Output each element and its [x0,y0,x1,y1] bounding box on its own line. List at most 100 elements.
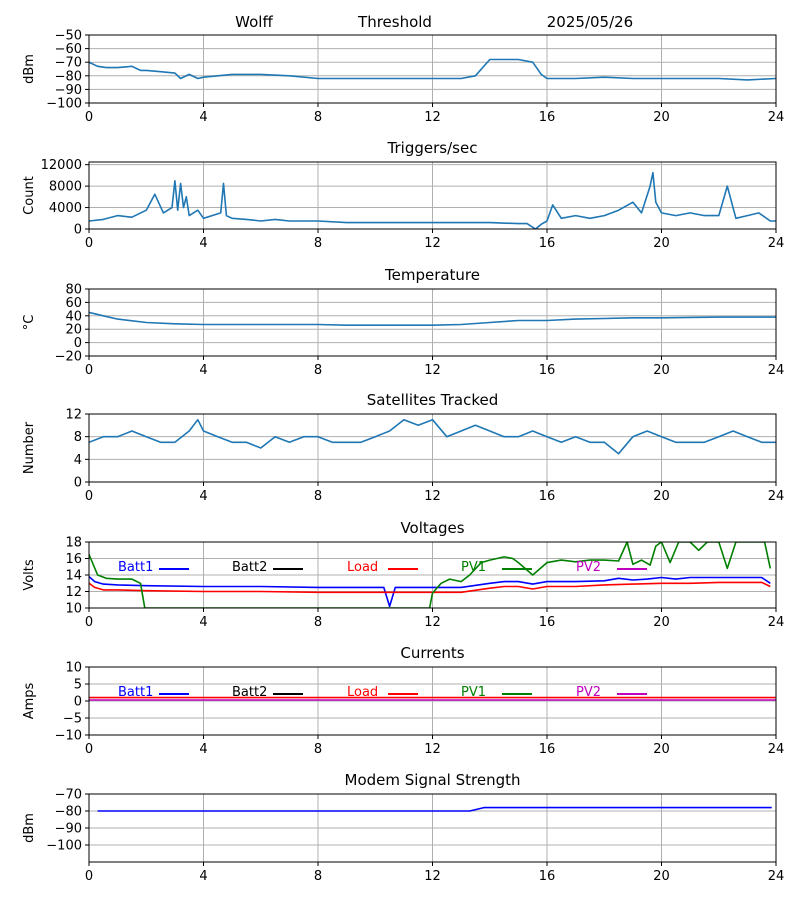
x-tick-label: 12 [424,236,441,251]
series-line-data [89,58,776,81]
y-tick-label: 16 [65,552,82,567]
header-channel: Threshold [357,13,432,31]
y-tick-label: 80 [65,283,82,298]
y-tick-label: 18 [65,536,82,551]
x-tick-label: 4 [199,236,207,251]
x-tick-label: 16 [539,615,556,630]
x-tick-label: 12 [424,869,441,884]
x-tick-label: 4 [199,869,207,884]
x-tick-label: 16 [539,489,556,504]
x-tick-label: 24 [768,869,785,884]
x-tick-label: 8 [314,236,322,251]
x-tick-label: 24 [768,236,785,251]
x-tick-label: 12 [424,363,441,378]
x-tick-label: 20 [653,615,670,630]
y-tick-label: −20 [55,350,82,365]
y-tick-label: −10 [55,729,82,744]
chart-title: Voltages [400,519,464,537]
legend-label-batt2: Batt2 [232,685,267,700]
legend-label-pv2: PV2 [576,560,601,575]
y-tick-label: 20 [65,323,82,338]
y-tick-label: 10 [65,602,82,617]
legend-label-batt1: Batt1 [118,560,153,575]
y-tick-label: 12000 [41,158,82,173]
x-tick-label: 4 [199,742,207,757]
y-tick-label: −80 [55,805,82,820]
y-tick-label: 4000 [49,201,82,216]
series-line-data [89,311,776,327]
series-line-load [89,581,771,594]
x-tick-label: 16 [539,236,556,251]
chart-title: Currents [400,644,464,662]
legend-label-pv1: PV1 [461,685,486,700]
y-axis-label: dBm [22,54,37,84]
legend-label-pv1: PV1 [461,560,486,575]
chart-title: Satellites Tracked [367,391,498,409]
x-tick-label: 0 [85,489,93,504]
x-tick-label: 24 [768,742,785,757]
legend-label-load: Load [347,560,378,575]
chart-title: Triggers/sec [387,139,478,157]
x-tick-label: 4 [199,615,207,630]
y-tick-label: 4 [74,453,82,468]
y-axis-label: °C [22,315,37,331]
x-tick-label: 4 [199,363,207,378]
y-tick-label: −60 [55,42,82,57]
y-tick-label: 0 [74,695,82,710]
y-tick-label: −100 [46,97,82,112]
y-tick-label: 14 [65,569,82,584]
y-tick-label: 8000 [49,180,82,195]
x-tick-label: 12 [424,615,441,630]
legend-label-pv2: PV2 [576,685,601,700]
y-axis-label: Amps [22,682,37,719]
legend-label-batt2: Batt2 [232,560,267,575]
x-tick-label: 0 [85,615,93,630]
x-tick-label: 24 [768,615,785,630]
chart-title: Modem Signal Strength [345,771,521,789]
x-tick-label: 8 [314,489,322,504]
header-station: Wolff [235,13,273,31]
y-tick-label: −80 [55,69,82,84]
x-tick-label: 12 [424,742,441,757]
x-tick-label: 16 [539,742,556,757]
y-tick-label: −70 [55,788,82,803]
x-tick-label: 20 [653,742,670,757]
y-tick-label: −70 [55,56,82,71]
y-tick-label: −50 [55,29,82,44]
y-tick-label: 0 [74,476,82,491]
x-tick-label: 20 [653,489,670,504]
y-tick-label: −5 [63,712,82,727]
y-tick-label: 5 [74,678,82,693]
x-tick-label: 0 [85,869,93,884]
y-axis-label: Volts [22,559,37,591]
x-tick-label: 0 [85,236,93,251]
series-line-pv1 [89,542,772,608]
y-axis-label: Count [22,176,37,215]
y-tick-label: −90 [55,83,82,98]
x-tick-label: 4 [199,489,207,504]
header-date: 2025/05/26 [547,13,633,31]
y-tick-label: 0 [74,223,82,238]
legend-label-load: Load [347,685,378,700]
x-tick-label: 8 [314,615,322,630]
series-line-data [97,806,772,812]
x-tick-label: 12 [424,110,441,125]
x-tick-label: 16 [539,110,556,125]
x-tick-label: 20 [653,236,670,251]
y-tick-label: 60 [65,296,82,311]
x-tick-label: 24 [768,110,785,125]
x-tick-label: 0 [85,110,93,125]
y-tick-label: 8 [74,430,82,445]
series-line-batt1 [89,575,771,608]
panel-threshold: 0 4 8 12 16 20 24 −100−90−80−70−60−50 dBm [22,29,784,126]
chart-title: Temperature [384,266,480,284]
x-tick-label: 20 [653,110,670,125]
x-tick-label: 0 [85,742,93,757]
y-tick-label: 12 [65,408,82,423]
x-tick-label: 20 [653,363,670,378]
